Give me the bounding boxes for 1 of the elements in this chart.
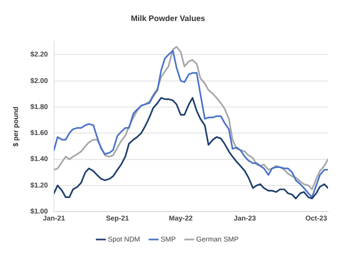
chart-title: Milk Powder Values [130, 14, 206, 24]
